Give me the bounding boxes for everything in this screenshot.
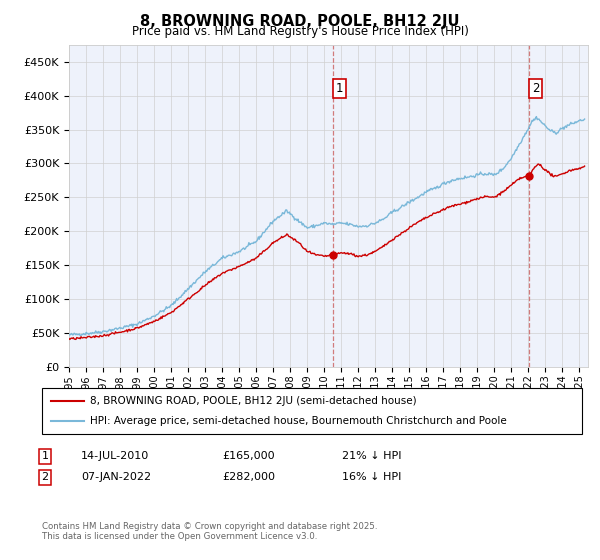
Text: 14-JUL-2010: 14-JUL-2010 [81,451,149,461]
Text: 2: 2 [532,82,539,95]
Text: £165,000: £165,000 [222,451,275,461]
Text: 16% ↓ HPI: 16% ↓ HPI [342,472,401,482]
Text: 1: 1 [41,451,49,461]
Text: 21% ↓ HPI: 21% ↓ HPI [342,451,401,461]
Text: 8, BROWNING ROAD, POOLE, BH12 2JU: 8, BROWNING ROAD, POOLE, BH12 2JU [140,14,460,29]
Text: Contains HM Land Registry data © Crown copyright and database right 2025.
This d: Contains HM Land Registry data © Crown c… [42,522,377,542]
Text: 07-JAN-2022: 07-JAN-2022 [81,472,151,482]
Text: 2: 2 [41,472,49,482]
Text: 1: 1 [336,82,343,95]
Text: £282,000: £282,000 [222,472,275,482]
Text: HPI: Average price, semi-detached house, Bournemouth Christchurch and Poole: HPI: Average price, semi-detached house,… [90,416,507,426]
Text: Price paid vs. HM Land Registry's House Price Index (HPI): Price paid vs. HM Land Registry's House … [131,25,469,38]
Text: 8, BROWNING ROAD, POOLE, BH12 2JU (semi-detached house): 8, BROWNING ROAD, POOLE, BH12 2JU (semi-… [90,396,416,406]
